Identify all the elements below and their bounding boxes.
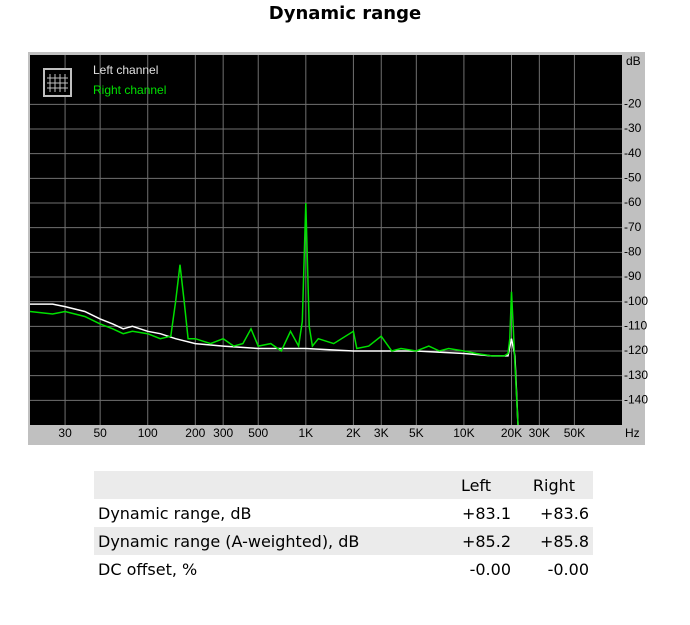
row-label: DC offset, % [98,559,198,579]
row-label: Dynamic range (A-weighted), dB [98,531,360,551]
cell: +83.6 [539,503,589,523]
y-tick-label: -140 [624,393,648,407]
y-tick-label: -40 [624,146,642,160]
y-tick-label: -60 [624,195,642,209]
cell: -0.00 [547,559,589,579]
y-tick-label: -120 [624,343,648,357]
table-header: Right [532,475,576,495]
x-tick-label: 10K [453,426,474,440]
y-tick-label: -130 [624,368,648,382]
cell: +85.8 [539,531,589,551]
x-tick-label: 100 [138,426,158,440]
x-tick-label: 30 [58,426,72,440]
x-tick-label: 5K [409,426,424,440]
y-tick-label: -100 [624,294,648,308]
plot-area [30,55,622,425]
x-tick-label: 2K [346,426,361,440]
cell: +85.2 [461,531,511,551]
legend-entry: Left channel [93,63,158,77]
y-tick-label: -90 [624,269,642,283]
y-tick-label: -80 [624,245,642,259]
x-tick-label: 500 [248,426,268,440]
cell: +83.1 [461,503,511,523]
y-tick-label: -20 [624,97,642,111]
x-tick-label: 1K [298,426,313,440]
legend-icon [43,68,72,97]
table-header: Left [460,475,492,495]
cell: -0.00 [469,559,511,579]
x-tick-label: 50K [564,426,585,440]
x-tick-label: 20K [501,426,522,440]
x-tick-label: 300 [213,426,233,440]
table-spacer [94,471,437,499]
x-tick-label: 3K [374,426,389,440]
x-tick-label: 50 [93,426,107,440]
results-table: Left Right Dynamic range, dB +83.1 +83.6 Dy… [94,471,593,583]
x-tick-label: 30K [529,426,550,440]
x-axis-label: Hz [625,426,640,440]
y-tick-label: -50 [624,171,642,185]
chart: dB Hz Left channel Right channel -20 -30 -4… [28,52,648,445]
series-line [30,202,519,425]
chart-title: Dynamic range [268,3,422,24]
y-tick-label: -30 [624,121,642,135]
x-tick-label: 200 [185,426,205,440]
y-tick-label: -70 [624,220,642,234]
y-axis-label: dB [626,54,641,68]
row-label: Dynamic range, dB [98,503,252,523]
y-tick-label: -110 [624,319,647,333]
legend-entry: Right channel [93,83,166,97]
